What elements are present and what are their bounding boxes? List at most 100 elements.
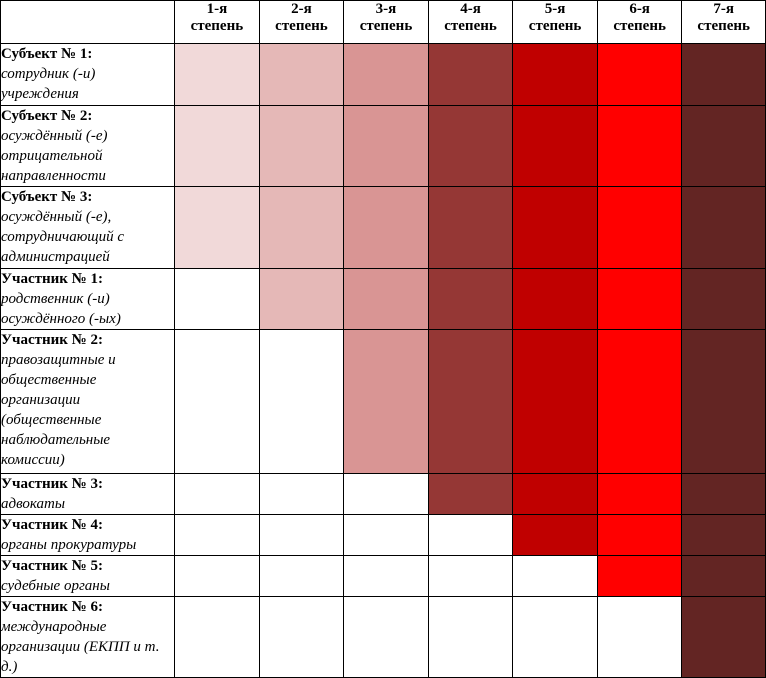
- degree-cell-filled: [258, 268, 345, 330]
- degree-word: степень: [697, 18, 750, 34]
- degree-cell-filled: [174, 105, 260, 187]
- degree-cell-filled: [596, 329, 683, 474]
- row-description: международные организации (ЕКПП и т. д.): [1, 619, 160, 675]
- degree-cell-empty: [258, 473, 345, 515]
- degree-number: 4-я: [460, 1, 481, 17]
- row-title: Участник № 4:: [1, 517, 103, 533]
- row-description: осуждённый (-е) отрицательной направленн…: [1, 128, 108, 184]
- degree-header-3: 3-я степень: [343, 0, 429, 44]
- degree-cell-filled: [174, 43, 260, 106]
- row-description: осуждённый (-е), сотрудничающий с админи…: [1, 209, 125, 265]
- row-description: родственник (-и) осуждённого (-ых): [1, 291, 121, 327]
- table-row: Субъект № 1: сотрудник (-и) учреждения: [0, 43, 766, 106]
- degree-cell-empty: [174, 268, 260, 330]
- degree-cell-empty: [427, 514, 514, 556]
- degree-header-6: 6-я степень: [596, 0, 683, 44]
- degree-cell-empty: [512, 596, 598, 678]
- row-description: адвокаты: [1, 496, 66, 512]
- degree-header-2: 2-я степень: [258, 0, 345, 44]
- degree-cell-filled: [681, 105, 766, 187]
- degree-cell-filled: [512, 43, 598, 106]
- degree-cell-empty: [174, 596, 260, 678]
- degree-cell-filled: [681, 329, 766, 474]
- row-label: Участник № 1: родственник (-и) осуждённог…: [0, 268, 176, 330]
- row-title: Субъект № 2:: [1, 108, 93, 124]
- row-label: Участник № 5: судебные органы: [0, 555, 176, 597]
- degree-cell-filled: [681, 596, 766, 678]
- degree-cell-empty: [343, 596, 429, 678]
- row-description: органы прокуратуры: [1, 537, 137, 553]
- row-title: Участник № 1:: [1, 271, 103, 287]
- table-row: Участник № 3: адвокаты: [0, 473, 766, 515]
- degree-cell-filled: [427, 105, 514, 187]
- row-title: Участник № 3:: [1, 476, 103, 492]
- degree-word: степень: [444, 18, 497, 34]
- degree-cell-filled: [681, 43, 766, 106]
- degree-cell-empty: [174, 514, 260, 556]
- degree-cell-empty: [427, 555, 514, 597]
- row-title: Участник № 6:: [1, 599, 103, 615]
- row-label: Участник № 3: адвокаты: [0, 473, 176, 515]
- degree-word: степень: [613, 18, 666, 34]
- row-title: Субъект № 3:: [1, 189, 93, 205]
- degree-cell-filled: [258, 105, 345, 187]
- degree-cell-filled: [427, 329, 514, 474]
- degree-header-7: 7-я степень: [681, 0, 766, 44]
- degree-cell-empty: [512, 555, 598, 597]
- degree-word: степень: [359, 18, 413, 34]
- degree-word: степень: [190, 18, 244, 34]
- row-label: Субъект № 1: сотрудник (-и) учреждения: [0, 43, 176, 106]
- degree-cell-empty: [258, 329, 345, 474]
- table-row: Участник № 1: родственник (-и) осуждённог…: [0, 268, 766, 330]
- degree-number: 3-я: [375, 1, 397, 17]
- degree-cell-filled: [512, 105, 598, 187]
- degree-cell-filled: [427, 43, 514, 106]
- row-label: Субъект № 2: осуждённый (-е) отрицательно…: [0, 105, 176, 187]
- row-label: Участник № 4: органы прокуратуры: [0, 514, 176, 556]
- table-row: Участник № 4: органы прокуратуры: [0, 514, 766, 556]
- degree-number: 6-я: [629, 1, 650, 17]
- degree-header-4: 4-я степень: [427, 0, 514, 44]
- degree-cell-empty: [596, 596, 683, 678]
- degree-cell-filled: [512, 268, 598, 330]
- degree-cell-filled: [512, 514, 598, 556]
- degree-cell-filled: [681, 186, 766, 269]
- row-title: Субъект № 1:: [1, 46, 93, 62]
- degree-cell-filled: [343, 186, 429, 269]
- degree-cell-filled: [681, 473, 766, 515]
- row-label: Участник № 6: международные организации (…: [0, 596, 176, 678]
- degree-cell-filled: [596, 268, 683, 330]
- degree-cell-filled: [174, 186, 260, 269]
- table-row: Субъект № 3: осуждённый (-е), сотрудничаю…: [0, 186, 766, 269]
- degree-cell-empty: [343, 473, 429, 515]
- degree-cell-filled: [596, 514, 683, 556]
- degree-cell-filled: [427, 186, 514, 269]
- degree-cell-filled: [512, 473, 598, 515]
- degree-cell-empty: [427, 596, 514, 678]
- row-title: Участник № 5:: [1, 558, 103, 574]
- degree-cell-filled: [596, 186, 683, 269]
- degree-cell-filled: [512, 329, 598, 474]
- degree-cell-filled: [258, 186, 345, 269]
- degree-number: 1-я: [206, 1, 228, 17]
- degree-word: степень: [275, 18, 328, 34]
- degree-cell-filled: [596, 105, 683, 187]
- row-description: судебные органы: [1, 578, 110, 594]
- degree-cell-filled: [596, 555, 683, 597]
- row-description: сотрудник (-и) учреждения: [1, 66, 96, 102]
- degree-cell-empty: [174, 473, 260, 515]
- degree-cell-filled: [596, 473, 683, 515]
- table-row: Участник № 5: судебные органы: [0, 555, 766, 597]
- degree-cell-empty: [258, 555, 345, 597]
- degree-cell-empty: [343, 555, 429, 597]
- degree-cell-empty: [258, 514, 345, 556]
- degree-number: 7-я: [713, 1, 735, 17]
- degree-number: 5-я: [544, 1, 566, 17]
- degree-cell-empty: [343, 514, 429, 556]
- row-label: Участник № 2: правозащитные и общественны…: [0, 329, 176, 474]
- corner-cell: [0, 0, 176, 44]
- degree-cell-filled: [681, 514, 766, 556]
- degree-cell-filled: [681, 268, 766, 330]
- degree-number: 2-я: [291, 1, 312, 17]
